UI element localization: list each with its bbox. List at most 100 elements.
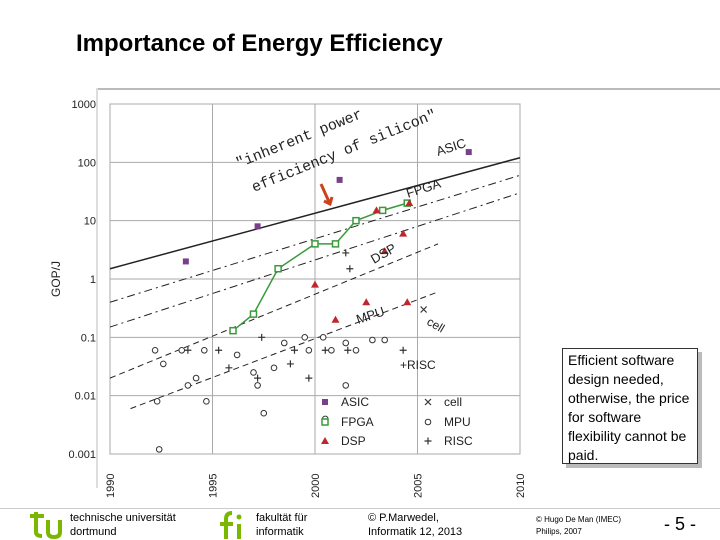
point-fpga (331, 240, 340, 248)
x-tick-label: 1990 (105, 474, 117, 498)
y-tick-label: 1000 (72, 99, 96, 111)
legend-label-risc: RISC (444, 434, 473, 448)
point-mpu (260, 409, 268, 417)
faculty-line-1: fakultät für (256, 512, 308, 524)
university-line-2: dortmund (70, 526, 117, 538)
point-risc (305, 374, 313, 382)
point-mpu (381, 336, 389, 344)
trend-mpu (130, 291, 439, 410)
slide-title: Importance of Energy Efficiency (76, 30, 443, 57)
point-dsp (311, 280, 319, 288)
credit-line-2: Philips, 2007 (536, 527, 582, 536)
point-fpga (249, 310, 258, 318)
y-tick-label: 10 (84, 216, 96, 228)
point-risc (346, 265, 354, 273)
point-mpu (151, 346, 159, 354)
x-tick-label: 2010 (515, 474, 527, 498)
point-fpga (274, 264, 282, 273)
point-dsp (380, 247, 389, 255)
energy-efficiency-chart: 1000 100 10 1 0.1 0.01 0.001 1990 1995 2000 2005 20… (49, 99, 527, 498)
point-mpu (178, 346, 186, 354)
point-mpu (280, 339, 288, 347)
legend-marker-cell (424, 398, 432, 406)
axis-ticks: 1000 100 10 1 0.1 0.01 0.001 1990 1995 2000 2005 20… (68, 99, 527, 498)
curve-label-asic: ASIC (434, 135, 467, 159)
legend-marker-risc (424, 437, 432, 445)
x-tick-label: 1995 (208, 474, 220, 498)
tu-logo (30, 512, 62, 540)
curve-label-mpu: MPU (354, 304, 386, 327)
point-dsp (399, 229, 408, 237)
y-tick-label: 0.1 (81, 332, 96, 344)
point-risc (344, 346, 352, 354)
point-fpga (311, 240, 319, 248)
page-number: - 5 - (664, 514, 697, 534)
point-dsp (331, 315, 340, 323)
inherent-efficiency-annotation: "inherent power efficiency of silicon" (234, 106, 440, 196)
point-mpu (155, 446, 163, 453)
point-fpga (229, 326, 237, 335)
chart-grid (109, 103, 521, 455)
curve-label-cell: cell (425, 314, 448, 335)
point-asic (182, 258, 189, 265)
data-marks (151, 149, 472, 453)
point-dsp (362, 298, 371, 306)
trend-inherent-efficiency (109, 156, 521, 270)
x-tick-label: 2000 (310, 474, 322, 498)
point-risc (291, 346, 298, 354)
legend-label-asic: ASIC (341, 395, 369, 409)
legend-marker-asic (322, 399, 328, 405)
point-mpu (328, 346, 335, 354)
point-fpga (378, 206, 387, 215)
point-mpu (184, 382, 192, 389)
point-risc (399, 346, 407, 354)
curve-label-risc: +RISC (400, 358, 436, 372)
faculty-line-2: informatik (256, 526, 304, 538)
y-axis-label: GOP/J (49, 261, 63, 297)
point-mpu (305, 346, 313, 354)
point-risc (215, 346, 223, 354)
curve-label-fpga: FPGA (404, 176, 443, 201)
credit-line-1: © Hugo De Man (IMEC) (536, 515, 622, 524)
point-mpu (270, 364, 278, 372)
legend-marker-fpga (321, 418, 329, 426)
fi-logo (220, 511, 242, 539)
point-dsp (372, 206, 381, 214)
point-mpu (342, 382, 350, 389)
point-mpu (301, 334, 309, 341)
point-risc (254, 374, 262, 382)
legend-label-fpga: FPGA (341, 415, 374, 429)
point-risc (258, 333, 266, 341)
point-dsp (405, 199, 414, 207)
point-dsp (403, 298, 412, 306)
footer-rule (0, 508, 720, 509)
legend-marker-dsp (321, 437, 329, 444)
point-risc (342, 249, 350, 257)
point-risc (286, 360, 294, 368)
point-mpu (254, 382, 261, 389)
legend-label-dsp: DSP (341, 434, 366, 448)
legend-marker-mpu (424, 418, 432, 426)
point-mpu (192, 374, 200, 382)
point-mpu (201, 346, 208, 354)
callout-box: Efficient software design needed, otherw… (562, 348, 698, 464)
author-line-2: Informatik 12, 2013 (368, 526, 463, 538)
title-underline (96, 88, 720, 90)
point-mpu (203, 398, 210, 405)
author-line-1: © P.Marwedel, (368, 512, 439, 524)
point-risc (321, 346, 329, 354)
y-tick-label: 1 (90, 274, 96, 286)
annotation-arrow (319, 183, 334, 207)
point-asic (465, 149, 472, 156)
chart-legend: ASIC FPGA DSP cell MPU RISC (321, 395, 473, 448)
point-asic (254, 223, 261, 230)
point-mpu (250, 369, 257, 376)
point-fpga (352, 216, 360, 225)
legend-label-cell: cell (444, 395, 462, 409)
title-left-rule (96, 88, 98, 488)
point-mpu (153, 398, 161, 405)
point-asic (336, 176, 343, 183)
university-line-1: technische universität (70, 512, 176, 524)
curve-label-dsp: DSP (368, 240, 399, 266)
legend-label-mpu: MPU (444, 415, 471, 429)
